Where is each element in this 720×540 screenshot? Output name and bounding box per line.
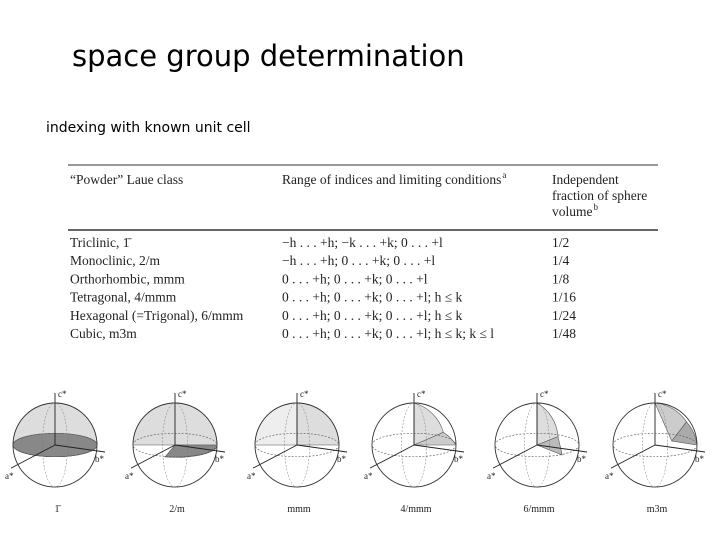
table-cell: 0 . . . +h; 0 . . . +k; 0 . . . +l; h ≤ … <box>282 326 494 341</box>
table-cell: Orthorhombic, mmm <box>70 271 185 286</box>
sphere-diagram: c* b* a* m3m <box>605 389 706 515</box>
sphere-diagram: c* b* a* 2/m <box>125 389 226 515</box>
column-header: fraction of sphere <box>552 188 647 203</box>
table-cell: Triclinic, 1̄ <box>70 235 133 250</box>
table-cell: Cubic, m3m <box>70 326 137 341</box>
axis-label: c* <box>178 389 187 399</box>
table-cell: 1/4 <box>552 253 570 268</box>
axis-b <box>174 444 226 453</box>
table-cell: Hexagonal (=Trigonal), 6/mmm <box>70 308 244 323</box>
axis-b <box>654 444 706 453</box>
sphere-diagram: c* b* a* 6/mmm <box>487 389 588 515</box>
table-cell: Tetragonal, 4/mmm <box>70 290 177 305</box>
table-cell: 1/48 <box>552 326 576 341</box>
axis-label: a* <box>364 471 373 481</box>
column-header: “Powder” Laue class <box>70 172 183 187</box>
axis-b <box>536 444 588 453</box>
axis-label: c* <box>658 389 667 399</box>
axis-label: b* <box>215 454 225 464</box>
axis-label: b* <box>577 454 587 464</box>
table-cell: 1/16 <box>552 290 576 305</box>
sphere-label: 6/mmm <box>523 504 554 515</box>
axis-label: b* <box>337 454 347 464</box>
axis-a <box>130 444 176 469</box>
slide-subtitle: indexing with known unit cell <box>46 120 251 136</box>
sphere-diagram: c* b* a* 1̄ <box>5 389 106 515</box>
table-cell: 1/24 <box>552 308 576 323</box>
column-header: Independent <box>552 172 619 187</box>
slide-title: space group determination <box>72 39 465 73</box>
sphere-diagram: c* b* a* mmm <box>247 389 348 515</box>
axis-a <box>369 444 415 469</box>
sphere-label: m3m <box>647 504 668 515</box>
table-cell: 0 . . . +h; 0 . . . +k; 0 . . . +l; h ≤ … <box>282 308 463 323</box>
axis-b <box>413 444 465 453</box>
axis-label: a* <box>487 471 496 481</box>
table-cell: −h . . . +h; −k . . . +k; 0 . . . +l <box>282 235 443 250</box>
table-cell: Monoclinic, 2/m <box>70 253 160 268</box>
axis-label: b* <box>95 454 105 464</box>
table-cell: 1/2 <box>552 235 569 250</box>
sphere-label: 2/m <box>169 504 185 515</box>
axis-label: c* <box>300 389 309 399</box>
axis-label: a* <box>605 471 614 481</box>
axis-a <box>10 444 56 469</box>
axis-label: b* <box>454 454 464 464</box>
axis-label: b* <box>695 454 705 464</box>
sphere-label: 4/mmm <box>400 504 431 515</box>
sphere-label: mmm <box>287 504 311 515</box>
axis-a <box>610 444 656 469</box>
axis-a <box>492 444 538 469</box>
sphere-diagram: c* b* a* 4/mmm <box>364 389 465 515</box>
sphere-label: 1̄ <box>55 504 62 515</box>
footnote-mark: a <box>502 170 506 180</box>
column-header: Range of indices and limiting conditions <box>282 172 501 187</box>
axis-label: a* <box>125 471 134 481</box>
table-cell: −h . . . +h; 0 . . . +k; 0 . . . +l <box>282 253 435 268</box>
axis-label: a* <box>247 471 256 481</box>
axis-label: c* <box>58 389 67 399</box>
axis-label: c* <box>417 389 426 399</box>
axis-b <box>54 444 106 453</box>
table-cell: 0 . . . +h; 0 . . . +k; 0 . . . +l <box>282 271 428 286</box>
axis-a <box>252 444 298 469</box>
table-cell: 0 . . . +h; 0 . . . +k; 0 . . . +l; h ≤ … <box>282 290 463 305</box>
column-header: volume <box>552 204 593 219</box>
footnote-mark: b <box>594 202 599 212</box>
sphere-shading <box>254 402 298 446</box>
axis-label: c* <box>540 389 549 399</box>
table-cell: 1/8 <box>552 271 570 286</box>
axis-b <box>296 444 348 453</box>
axis-label: a* <box>5 471 14 481</box>
